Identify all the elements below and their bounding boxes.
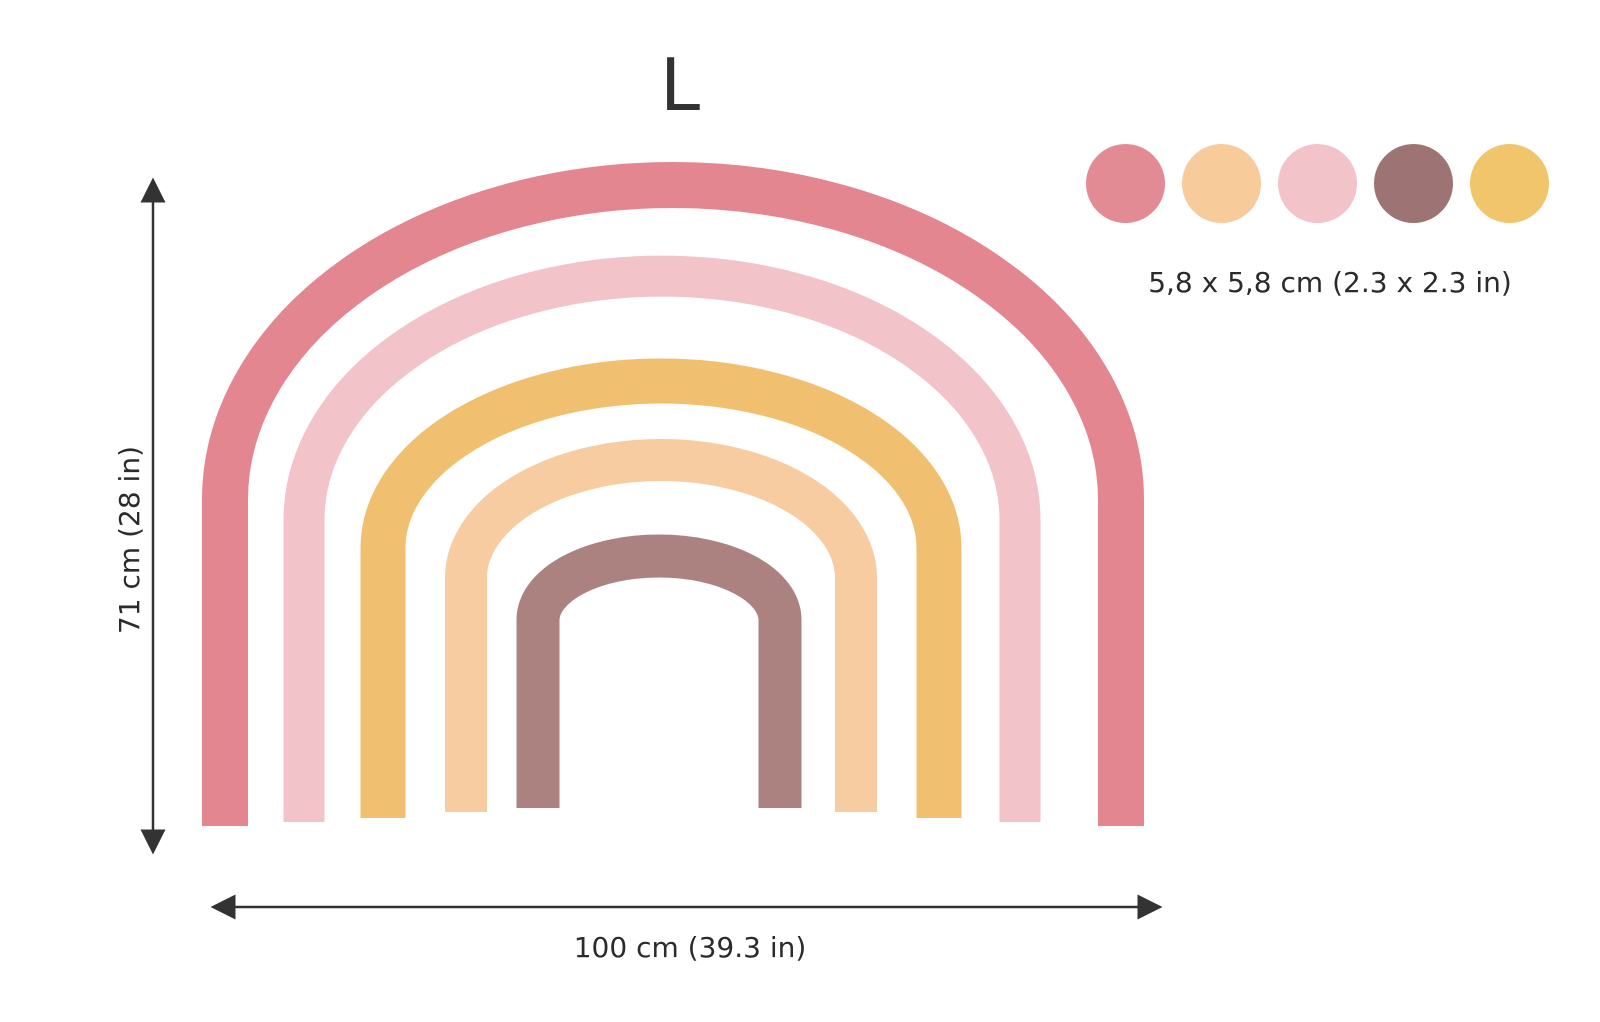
size-label: L xyxy=(659,43,701,127)
dot-swatch-5 xyxy=(1470,144,1549,223)
dot-swatch-3 xyxy=(1278,144,1357,223)
dot-swatch-4 xyxy=(1374,144,1453,223)
dot-swatch-1 xyxy=(1086,144,1165,223)
height-dimension-label: 71 cm (28 in) xyxy=(113,445,146,635)
arc-mustard xyxy=(360,358,962,818)
arc-pink-red xyxy=(202,162,1144,826)
color-dots xyxy=(1086,144,1566,224)
arc-peach xyxy=(445,439,877,812)
dot-swatch-2 xyxy=(1182,144,1261,223)
dot-size-label: 5,8 x 5,8 cm (2.3 x 2.3 in) xyxy=(1148,266,1512,299)
arc-light-pink xyxy=(283,255,1041,822)
arc-mauve-brown xyxy=(516,534,802,808)
width-dimension-label: 100 cm (39.3 in) xyxy=(573,931,807,964)
